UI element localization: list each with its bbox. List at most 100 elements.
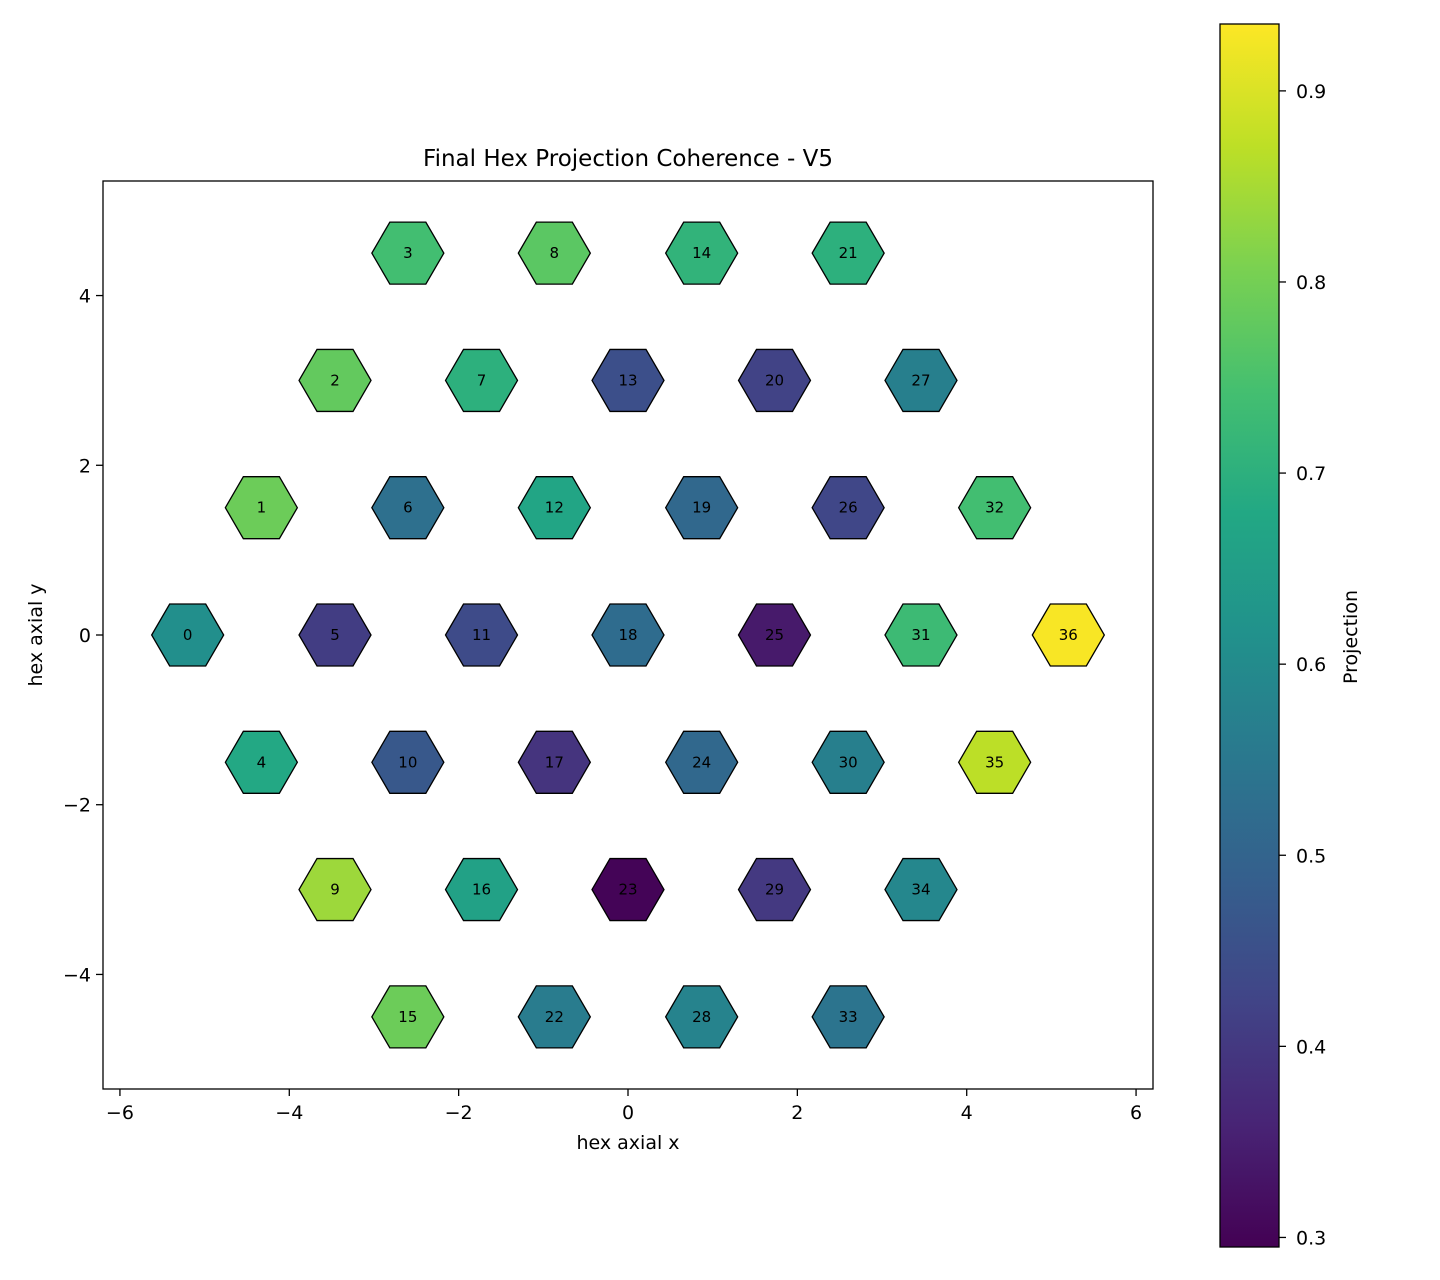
hex-label-13: 13 [618, 371, 637, 389]
hex-cell-34 [884, 857, 958, 922]
hex-label-17: 17 [545, 753, 564, 771]
hex-label-9: 9 [330, 881, 340, 899]
hex-cell-21 [811, 221, 885, 285]
hex-label-23: 23 [618, 881, 637, 899]
hex-cell-12 [517, 476, 592, 540]
hex-label-31: 31 [911, 626, 930, 644]
hex-label-4: 4 [257, 753, 267, 771]
hex-label-16: 16 [472, 881, 491, 899]
x-tick-label: −2 [445, 1102, 473, 1124]
hex-cell-3 [371, 221, 445, 285]
hex-label-5: 5 [330, 626, 340, 644]
hex-label-26: 26 [839, 499, 858, 517]
y-tick-label: 0 [79, 625, 91, 647]
hex-label-10: 10 [398, 753, 417, 771]
hex-cell-4 [224, 730, 299, 794]
chart-title: Final Hex Projection Coherence - V5 [423, 146, 833, 172]
hex-label-30: 30 [839, 753, 858, 771]
hex-label-6: 6 [403, 499, 413, 517]
hex-cell-30 [811, 730, 885, 794]
hex-cell-32 [957, 476, 1032, 540]
y-tick-label: 4 [79, 286, 91, 308]
x-tick-label: 2 [791, 1102, 803, 1124]
y-axis-label: hex axial y [25, 583, 47, 686]
hex-cell-13 [591, 348, 665, 413]
hex-cell-25 [737, 603, 812, 667]
hex-label-19: 19 [692, 499, 711, 517]
hex-label-7: 7 [477, 371, 487, 389]
hex-label-20: 20 [765, 371, 784, 389]
colorbar-tick-label: 0.6 [1296, 654, 1326, 676]
hex-cell-29 [737, 857, 812, 922]
colorbar [1219, 23, 1280, 1248]
colorbar-ticks: 0.3 0.4 0.5 0.6 0.7 0.8 0.9 [1279, 81, 1326, 1249]
x-tick-label: 6 [1130, 1102, 1142, 1124]
hex-label-14: 14 [692, 244, 711, 262]
hex-cell-35 [957, 730, 1032, 794]
hex-cell-8 [517, 221, 592, 285]
hex-cell-16 [444, 857, 519, 922]
hex-cell-11 [444, 603, 519, 667]
y-tick-label: −2 [63, 795, 91, 817]
colorbar-tick-label: 0.4 [1296, 1036, 1326, 1058]
hex-cell-20 [737, 348, 812, 413]
hex-label-27: 27 [911, 371, 930, 389]
colorbar-tick-label: 0.3 [1296, 1227, 1326, 1249]
hex-cell-27 [884, 348, 958, 413]
y-tick-label: −4 [63, 964, 91, 986]
hex-label-36: 36 [1059, 626, 1078, 644]
hex-label-0: 0 [183, 626, 193, 644]
x-axis-label: hex axial x [576, 1132, 679, 1154]
hex-cell-17 [517, 730, 592, 794]
x-tick-label: −6 [106, 1102, 134, 1124]
colorbar-label: Projection [1340, 590, 1362, 684]
x-tick-label: 0 [622, 1102, 634, 1124]
x-axis-ticks: −6 −4 −2 0 2 4 6 [106, 1089, 1142, 1124]
hex-label-24: 24 [692, 753, 711, 771]
hex-cell-18 [591, 603, 665, 667]
hex-label-15: 15 [398, 1008, 417, 1026]
hex-cell-9 [298, 857, 372, 922]
hex-cell-31 [884, 603, 958, 667]
hex-cell-36 [1031, 603, 1106, 667]
hex-label-32: 32 [985, 499, 1004, 517]
y-axis-ticks: −4 −2 0 2 4 [63, 286, 103, 986]
hex-label-35: 35 [985, 753, 1004, 771]
y-tick-label: 2 [79, 455, 91, 477]
hex-label-18: 18 [618, 626, 637, 644]
colorbar-tick-label: 0.7 [1296, 463, 1326, 485]
hex-label-21: 21 [839, 244, 858, 262]
hex-label-28: 28 [692, 1008, 711, 1026]
x-tick-label: −4 [275, 1102, 303, 1124]
hex-label-8: 8 [550, 244, 560, 262]
hex-label-25: 25 [765, 626, 784, 644]
hex-label-33: 33 [839, 1008, 858, 1026]
colorbar-tick-label: 0.5 [1296, 845, 1326, 867]
hex-label-11: 11 [472, 626, 491, 644]
x-tick-label: 4 [961, 1102, 973, 1124]
hex-cell-28 [664, 985, 739, 1049]
hex-cell-26 [811, 476, 885, 540]
hex-cell-22 [517, 985, 592, 1049]
hex-cell-1 [224, 476, 299, 540]
hex-label-12: 12 [545, 499, 564, 517]
hex-cell-10 [371, 730, 445, 794]
hex-cell-0 [150, 603, 225, 667]
hex-cell-2 [298, 348, 372, 413]
colorbar-tick-label: 0.9 [1296, 81, 1326, 103]
hex-layer: 0123456789101112131415161718192021222324… [150, 221, 1106, 1049]
hex-cell-24 [664, 730, 739, 794]
hex-cell-15 [371, 985, 445, 1049]
hex-cell-14 [664, 221, 739, 285]
hex-cell-6 [371, 476, 445, 540]
hex-label-2: 2 [330, 371, 340, 389]
hex-label-22: 22 [545, 1008, 564, 1026]
hex-cell-33 [811, 985, 885, 1049]
hex-cell-19 [664, 476, 739, 540]
hex-label-34: 34 [911, 881, 930, 899]
hex-cell-7 [444, 348, 519, 413]
hex-label-29: 29 [765, 881, 784, 899]
hex-cell-23 [591, 857, 665, 922]
hex-label-1: 1 [257, 499, 267, 517]
